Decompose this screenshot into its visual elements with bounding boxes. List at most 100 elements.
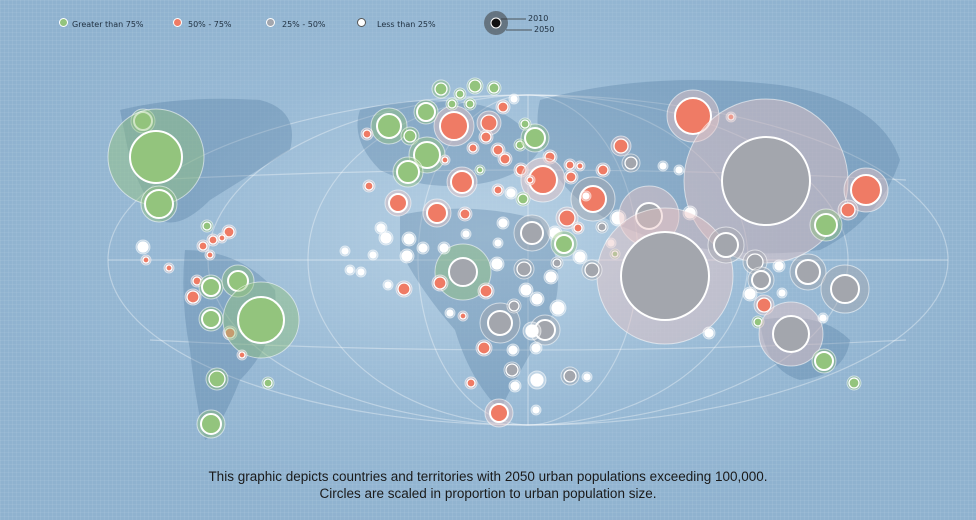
country-bubble	[216, 232, 228, 244]
country-bubble	[445, 97, 459, 111]
country-bubble	[395, 280, 413, 298]
country-bubble	[683, 98, 849, 264]
country-bubble	[758, 301, 824, 367]
bubble-2010	[611, 211, 625, 225]
country-bubble	[140, 254, 152, 266]
bubble-2010	[476, 166, 484, 174]
country-bubble	[513, 258, 535, 280]
bubble-2010	[635, 202, 663, 230]
country-bubble	[370, 107, 408, 145]
country-bubble	[580, 190, 592, 202]
country-bubble	[401, 231, 417, 247]
country-bubble	[530, 404, 542, 416]
bubble-2010	[753, 317, 763, 327]
country-bubble	[581, 371, 593, 383]
country-bubble	[503, 361, 521, 379]
bubble-2010	[520, 119, 530, 129]
bubble-2010	[508, 345, 518, 355]
legend-swatch-25-50	[266, 18, 275, 27]
country-bubble	[382, 279, 394, 291]
bubble-2010	[524, 127, 546, 149]
bubble-2010	[530, 373, 544, 387]
country-bubble	[463, 97, 477, 111]
country-bubble	[610, 135, 632, 157]
bubble-2010	[551, 301, 565, 315]
country-bubble	[367, 249, 379, 261]
legend-swatch-50-75	[173, 18, 182, 27]
country-bubble	[789, 253, 827, 291]
country-bubble	[431, 274, 449, 292]
legend-label-25-50: 25% - 50%	[282, 20, 326, 29]
country-bubble	[431, 79, 451, 99]
country-bubble	[751, 315, 765, 329]
bubble-2010	[384, 281, 392, 289]
country-bubble	[496, 216, 510, 230]
bubble-2010	[498, 218, 508, 228]
legend-year-2050: 2050	[534, 25, 555, 34]
country-bubble	[817, 312, 829, 324]
country-bubble	[464, 376, 478, 390]
bubble-2010	[455, 89, 465, 99]
bubble-2010	[494, 239, 502, 247]
bubble-2010	[659, 162, 667, 170]
country-bubble	[527, 370, 547, 390]
bubble-2010	[202, 221, 212, 231]
bubble-2010	[584, 262, 600, 278]
bubble-2010	[468, 79, 482, 93]
bubble-2010	[133, 111, 153, 131]
bubble-2010	[418, 243, 428, 253]
bubble-2010	[465, 99, 475, 109]
bubble-2010	[531, 293, 543, 305]
bubble-2010	[403, 129, 417, 143]
bubble-2010	[795, 259, 821, 285]
country-bubble	[820, 264, 870, 314]
bubble-2010	[597, 164, 609, 176]
country-bubble	[444, 307, 456, 319]
country-bubble	[477, 282, 495, 300]
bubble-2010	[497, 101, 509, 113]
country-bubble	[543, 269, 559, 285]
bubble-2010	[198, 241, 208, 251]
country-bubble	[163, 262, 175, 274]
bubble-2010	[613, 138, 629, 154]
bubble-2010	[129, 130, 183, 184]
bubble-2010	[532, 406, 540, 414]
country-bubble	[221, 224, 237, 240]
bubble-2010	[574, 251, 586, 263]
bubble-2010	[830, 274, 860, 304]
bubble-layer	[107, 77, 889, 439]
country-bubble	[513, 138, 527, 152]
country-bubble	[339, 245, 351, 257]
bubble-2010	[674, 97, 712, 135]
bubble-2010	[200, 413, 222, 435]
country-bubble	[570, 176, 616, 222]
bubble-2010	[772, 315, 810, 353]
country-bubble	[434, 243, 492, 301]
land-africa	[400, 208, 558, 410]
country-bubble	[196, 239, 210, 253]
country-bubble	[497, 151, 513, 167]
bubble-2010	[582, 192, 590, 200]
country-bubble	[140, 185, 178, 223]
bubble-2010	[704, 328, 714, 338]
bubble-2010	[459, 208, 471, 220]
bubble-2010	[413, 141, 441, 169]
country-bubble	[609, 209, 627, 227]
bubble-2010	[573, 223, 583, 233]
country-bubble	[492, 237, 504, 249]
bubble-2010	[516, 261, 532, 277]
bubble-2010	[480, 131, 492, 143]
country-bubble	[439, 154, 451, 166]
bubble-2010	[583, 373, 591, 381]
bubble-2010	[545, 271, 557, 283]
legend-label-50-75: 50% - 75%	[188, 20, 232, 29]
country-bubble	[205, 367, 229, 391]
country-bubble	[776, 287, 788, 299]
legend-year-inner-circle	[490, 17, 502, 29]
bubble-2010	[380, 232, 392, 244]
country-bubble	[362, 179, 376, 193]
country-bubble	[495, 99, 511, 115]
country-bubble	[550, 230, 578, 258]
legend-label-less-than-25: Less than 25%	[377, 20, 436, 29]
caption: This graphic depicts countries and terri…	[0, 468, 976, 502]
